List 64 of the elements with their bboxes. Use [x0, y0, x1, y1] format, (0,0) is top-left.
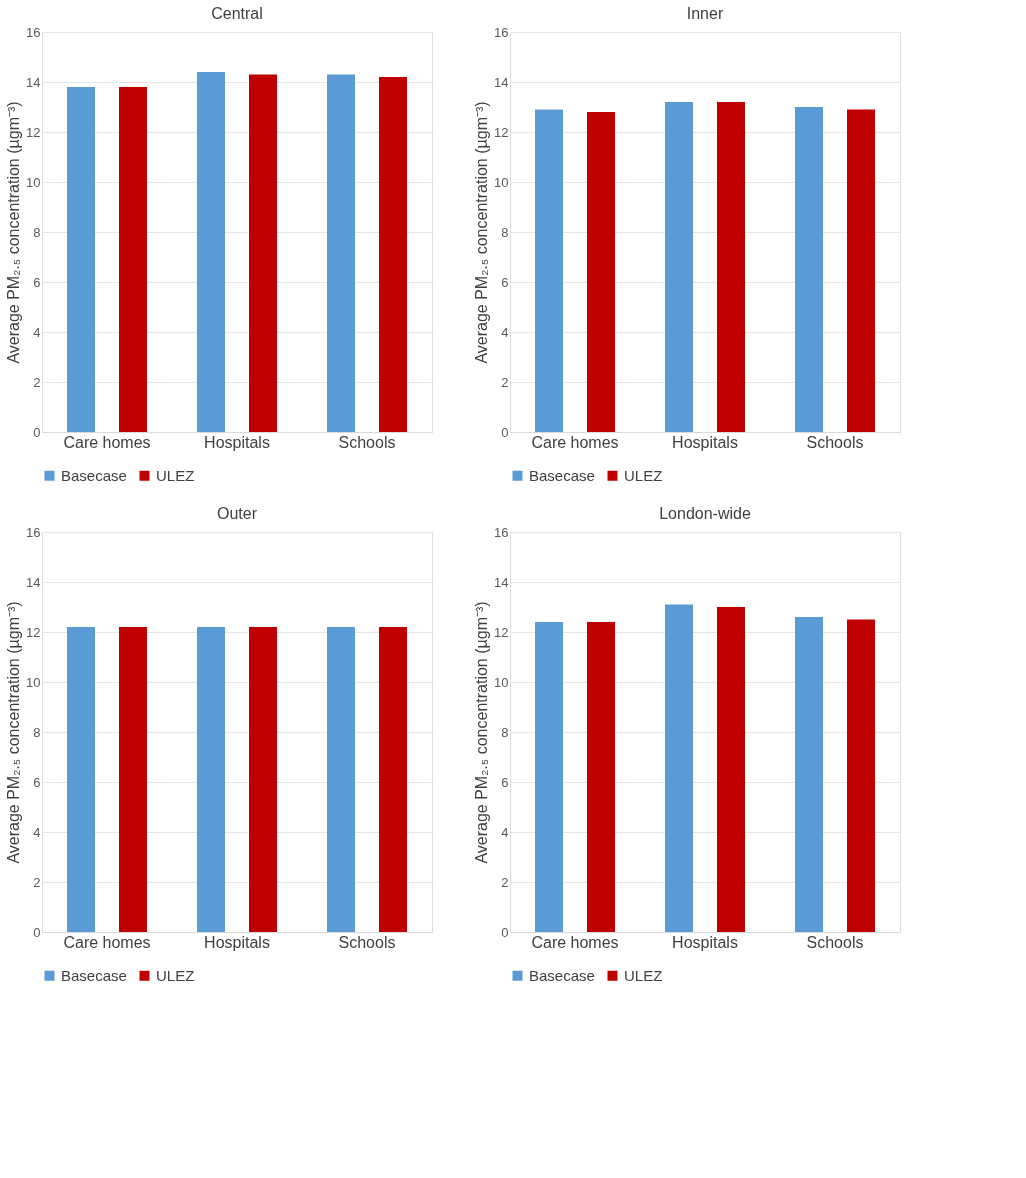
legend-label: Basecase: [61, 966, 127, 984]
chart-title: Central: [211, 5, 263, 22]
y-axis-title: Average PM₂.₅ concentration (µgm⁻³): [5, 101, 23, 364]
y-tick-label: 14: [494, 574, 509, 590]
y-tick-label: 12: [26, 124, 41, 140]
x-tick-label: Care homes: [63, 933, 151, 951]
legend-label: ULEZ: [156, 466, 195, 484]
y-tick-label: 8: [501, 724, 509, 740]
y-tick-label: 0: [501, 924, 509, 940]
y-axis-title: Average PM₂.₅ concentration (µgm⁻³): [473, 601, 491, 864]
y-axis-title: Average PM₂.₅ concentration (µgm⁻³): [5, 601, 23, 864]
legend-label: Basecase: [529, 966, 595, 984]
y-tick-label: 4: [501, 824, 509, 840]
y-tick-label: 10: [494, 174, 509, 190]
legend-label: Basecase: [61, 466, 127, 484]
y-tick-label: 8: [33, 724, 41, 740]
legend-label: ULEZ: [624, 466, 663, 484]
y-tick-label: 0: [33, 424, 41, 440]
x-tick-label: Schools: [806, 433, 864, 451]
y-tick-label: 2: [33, 374, 41, 390]
y-tick-label: 10: [494, 674, 509, 690]
x-tick-label: Care homes: [531, 433, 619, 451]
y-tick-label: 0: [501, 424, 509, 440]
y-tick-label: 6: [501, 274, 509, 290]
y-tick-label: 2: [501, 374, 509, 390]
x-tick-label: Hospitals: [204, 433, 270, 451]
y-tick-label: 14: [26, 574, 41, 590]
y-tick-label: 4: [33, 324, 41, 340]
chart-title: London-wide: [659, 505, 751, 522]
x-tick-label: Hospitals: [672, 933, 738, 951]
y-tick-label: 6: [501, 774, 509, 790]
legend-label: Basecase: [529, 466, 595, 484]
y-tick-label: 16: [494, 524, 509, 540]
chart-title: Outer: [216, 505, 258, 522]
y-tick-label: 14: [26, 74, 41, 90]
x-tick-label: Schools: [338, 433, 396, 451]
y-tick-label: 2: [501, 874, 509, 890]
x-tick-label: Care homes: [63, 433, 151, 451]
y-tick-label: 2: [33, 874, 41, 890]
y-tick-label: 8: [501, 224, 509, 240]
y-tick-label: 4: [501, 324, 509, 340]
y-tick-label: 6: [33, 274, 41, 290]
y-axis-title: Average PM₂.₅ concentration (µgm⁻³): [473, 101, 491, 364]
chart-title: Inner: [686, 5, 724, 22]
y-tick-label: 12: [494, 624, 509, 640]
x-tick-label: Schools: [806, 933, 864, 951]
x-tick-label: Care homes: [531, 933, 619, 951]
x-tick-label: Hospitals: [672, 433, 738, 451]
y-tick-label: 8: [33, 224, 41, 240]
y-tick-label: 12: [26, 624, 41, 640]
legend-label: ULEZ: [624, 966, 663, 984]
y-tick-label: 10: [26, 674, 41, 690]
legend-label: ULEZ: [156, 966, 195, 984]
x-tick-label: Schools: [338, 933, 396, 951]
y-tick-label: 16: [494, 24, 509, 40]
y-tick-label: 16: [26, 24, 41, 40]
y-tick-label: 10: [26, 174, 41, 190]
y-tick-label: 0: [33, 924, 41, 940]
y-tick-label: 14: [494, 74, 509, 90]
y-tick-label: 16: [26, 524, 41, 540]
y-tick-label: 12: [494, 124, 509, 140]
x-tick-label: Hospitals: [204, 933, 270, 951]
y-tick-label: 6: [33, 774, 41, 790]
y-tick-label: 4: [33, 824, 41, 840]
